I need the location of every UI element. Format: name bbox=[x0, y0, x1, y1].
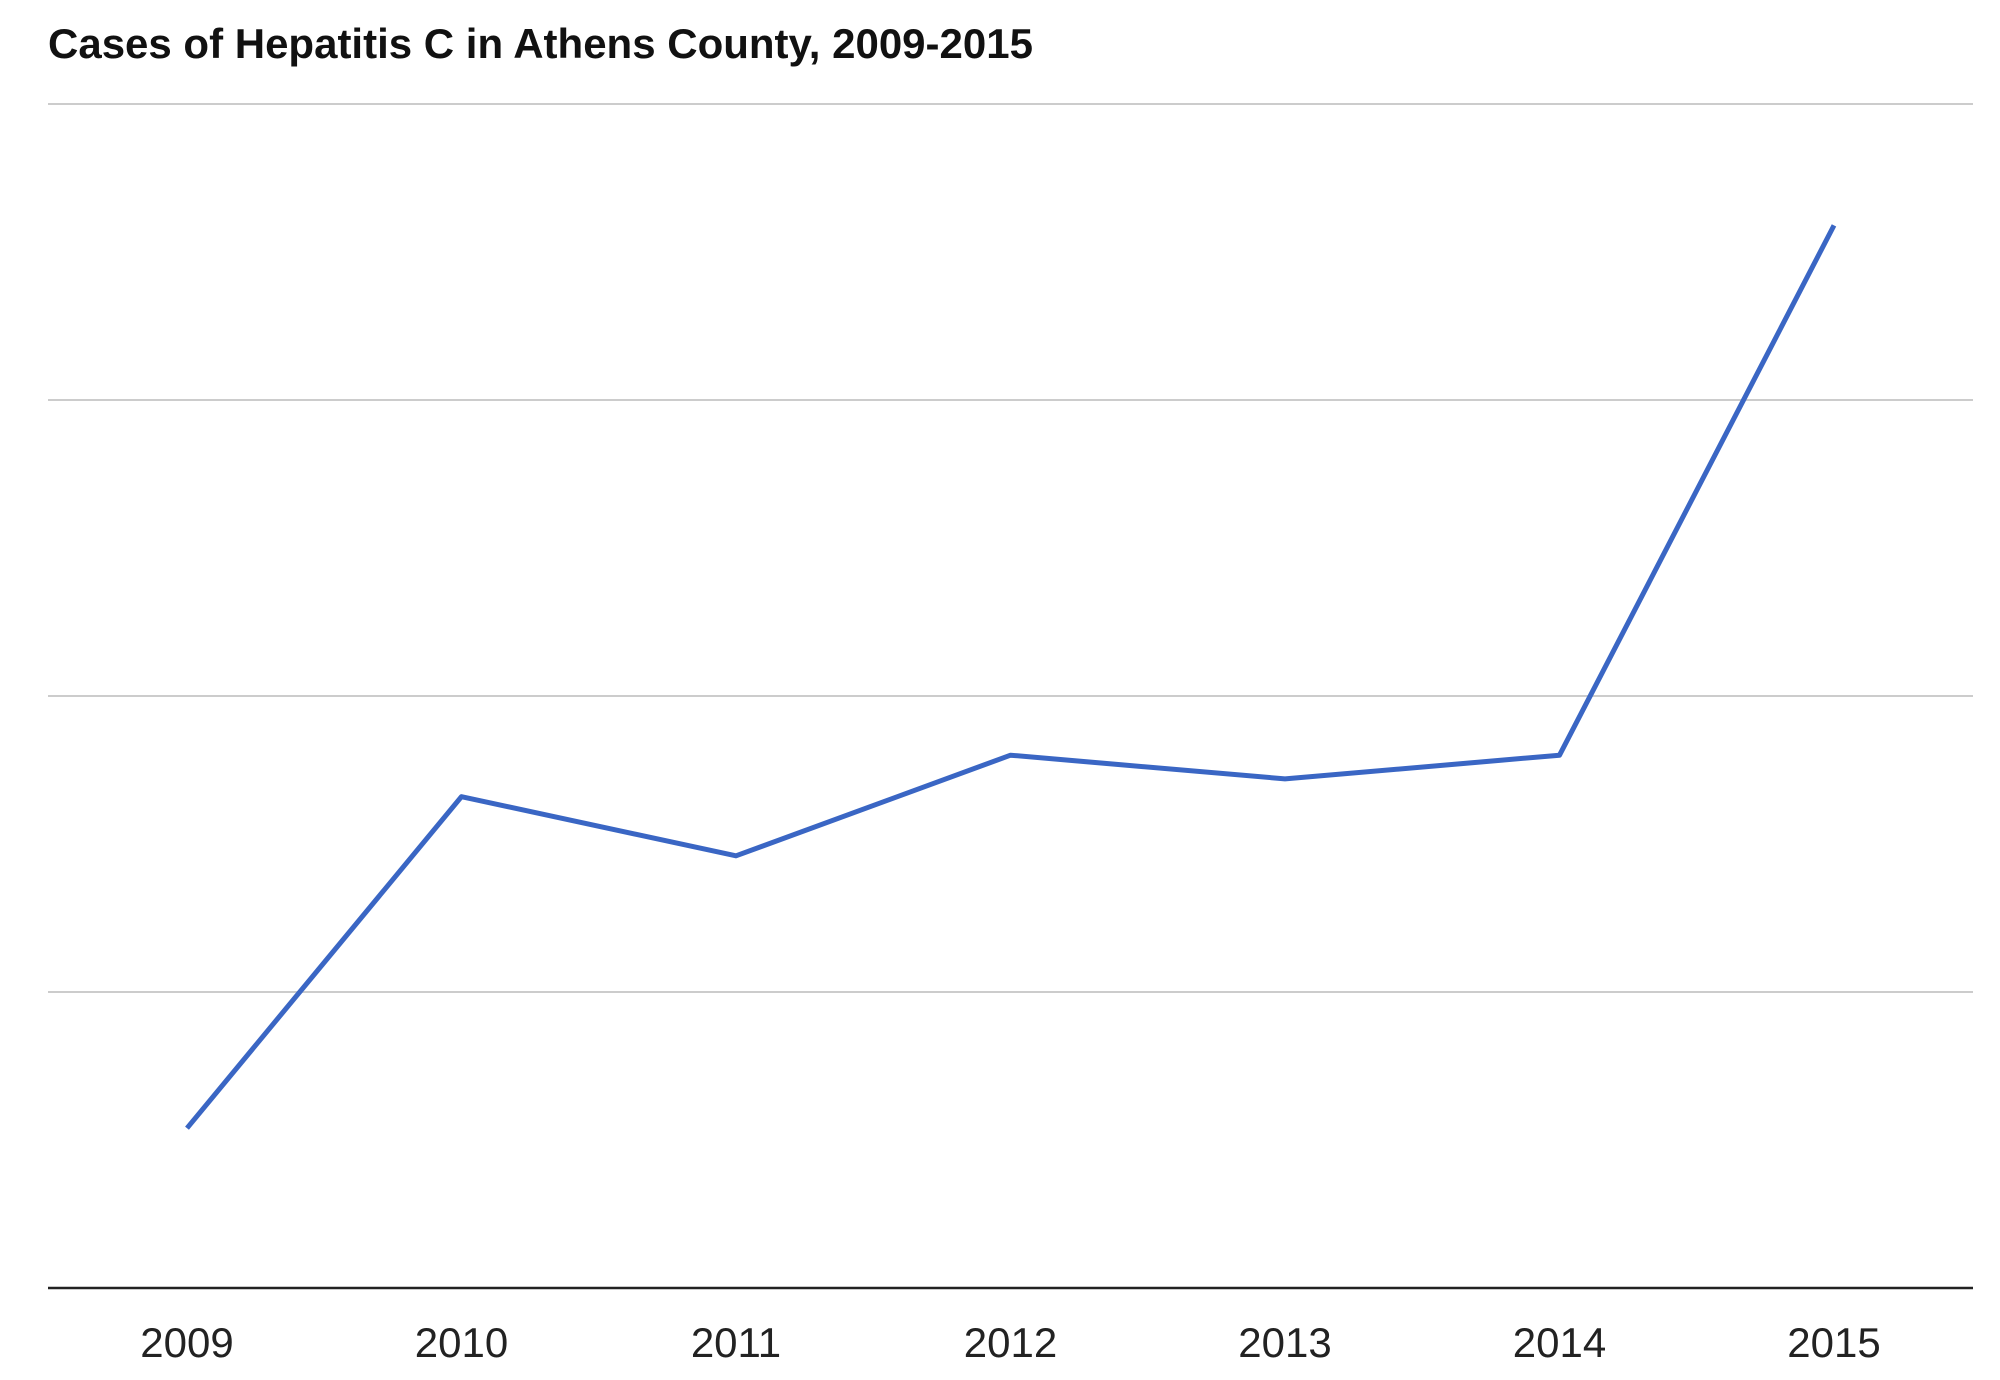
x-tick-label: 2014 bbox=[1513, 1319, 1606, 1366]
x-tick-label: 2012 bbox=[964, 1319, 1057, 1366]
x-tick-label: 2011 bbox=[691, 1319, 781, 1366]
chart-title: Cases of Hepatitis C in Athens County, 2… bbox=[48, 20, 1033, 67]
x-tick-label: 2013 bbox=[1238, 1319, 1331, 1366]
x-tick-label: 2009 bbox=[140, 1319, 233, 1366]
series-line bbox=[185, 224, 1837, 1130]
x-tick-label: 2010 bbox=[415, 1319, 508, 1366]
x-tick-label: 2015 bbox=[1787, 1319, 1880, 1366]
